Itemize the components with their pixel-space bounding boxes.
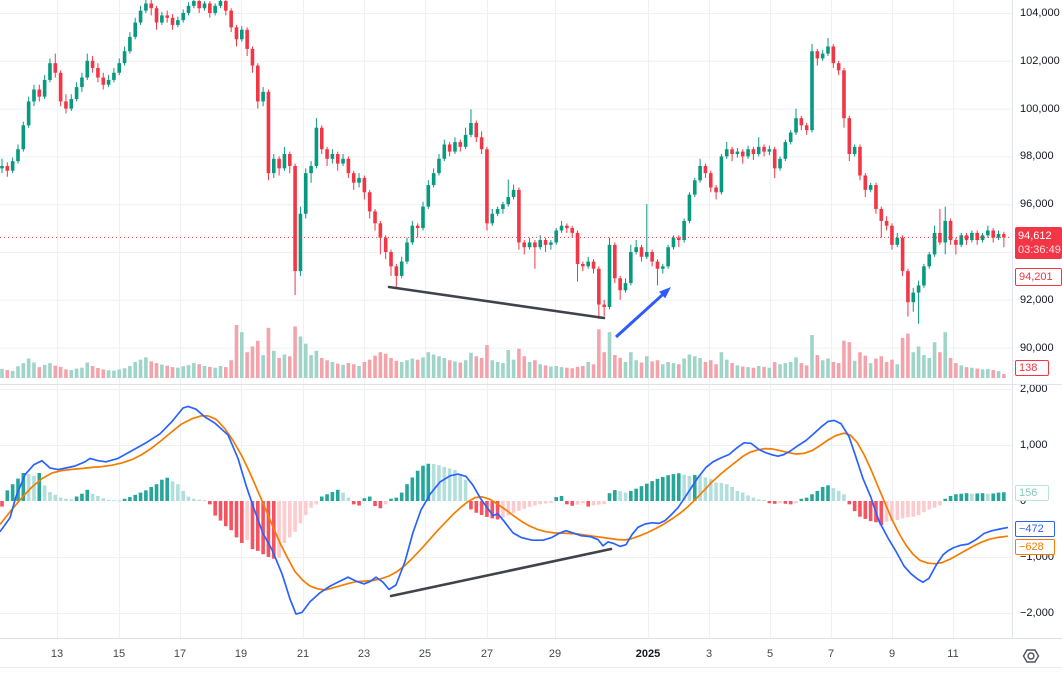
time-axis[interactable]: 13 15 17 19 21 23 25 27 29 2025 3 5 7 9 11 [0,638,1062,674]
arrow-head[interactable] [659,287,671,299]
price-axis-label: 96,000 [1020,198,1054,211]
price-trendline[interactable] [387,285,606,320]
time-axis-label: 3 [705,648,713,660]
time-axis-label: 21 [296,648,310,660]
macd-histogram-badge: 156 [1015,485,1049,501]
pane-separator[interactable] [0,384,1062,385]
time-axis-label: 25 [418,648,432,660]
price-axis-label: 92,000 [1020,293,1054,306]
time-axis-label: 27 [480,648,494,660]
arrow-line[interactable] [614,291,666,339]
macd-axis-label: 1,000 [1020,439,1048,451]
time-axis-label: 9 [888,648,896,660]
macd-line-badge: −472 [1015,521,1055,537]
drawings-layer[interactable] [387,285,671,598]
time-axis-label: 2025 [635,648,661,660]
time-axis-label: 7 [827,648,835,660]
time-axis-label: 13 [50,648,64,660]
signal-line-badge: −628 [1015,539,1055,555]
low-price-badge: 94,201 [1015,268,1062,286]
macd-trendline[interactable] [389,547,613,598]
macd-lines-layer [0,405,1009,615]
macd-axis-label: 2,000 [1020,383,1048,395]
macd-axis-label: −2,000 [1020,607,1054,619]
price-axis-label: 100,000 [1020,102,1060,115]
volume-layer [0,325,1006,378]
last-price-badge: 94,612 03:36:49 [1015,227,1062,259]
macd-axis-label: 0 [1020,495,1027,507]
signal-line [0,415,1009,591]
time-axis-label: 15 [112,648,126,660]
time-axis-label: 29 [548,648,562,660]
bar-countdown: 03:36:49 [1018,244,1061,256]
macd-histogram-layer [0,463,1006,559]
macd-line [0,405,1009,615]
time-axis-label: 11 [947,648,959,660]
chart-area[interactable] [0,0,1012,638]
time-axis-label: 17 [173,648,187,660]
time-axis-label: 19 [234,648,248,660]
price-axis-label: 98,000 [1020,150,1054,163]
price-axis-label: 104,000 [1020,7,1060,19]
axis-settings-icon[interactable] [1021,646,1041,666]
time-axis-label: 23 [357,648,371,660]
volume-value-badge: 138 [1015,360,1049,376]
price-axis-label: 102,000 [1020,54,1060,67]
grid-layer [0,0,1012,638]
price-axis-label: 90,000 [1020,341,1054,354]
price-axis[interactable]: 104,000 102,000 100,000 98,000 96,000 92,000 9… [1012,0,1062,638]
time-axis-label: 5 [766,648,774,660]
bottom-divider [0,667,1062,668]
candlestick-layer [0,0,1006,324]
last-price-value: 94,612 [1018,230,1052,242]
chart-canvas[interactable] [0,0,1012,638]
